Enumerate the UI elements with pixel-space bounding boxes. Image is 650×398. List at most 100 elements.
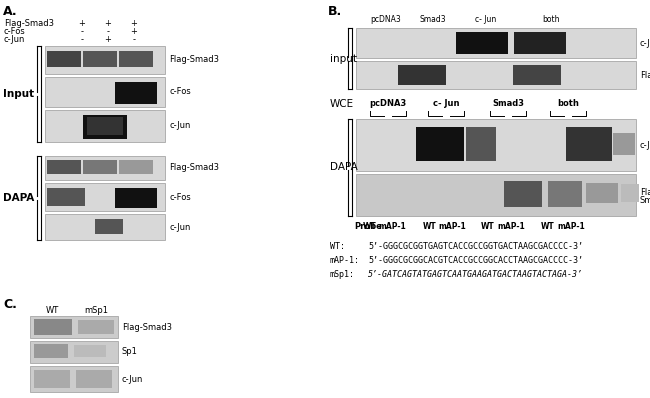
Bar xyxy=(466,127,496,161)
Text: Smad3: Smad3 xyxy=(640,196,650,205)
Text: c-Jun: c-Jun xyxy=(640,140,650,150)
Text: -: - xyxy=(81,27,83,36)
Bar xyxy=(76,370,112,388)
Bar xyxy=(566,127,612,161)
Text: mSp1:: mSp1: xyxy=(330,270,355,279)
Text: c-Jun: c-Jun xyxy=(169,222,190,232)
Bar xyxy=(356,174,636,216)
Text: +: + xyxy=(105,19,111,28)
Text: Flag-Smad3: Flag-Smad3 xyxy=(169,55,219,64)
Text: WT: WT xyxy=(423,222,437,231)
Text: 5’-GATCAGTATGAGTCAATGAAGATGACTAAGTACTAGA-3’: 5’-GATCAGTATGAGTCAATGAAGATGACTAAGTACTAGA… xyxy=(368,270,583,279)
Bar xyxy=(34,319,72,335)
Bar xyxy=(83,51,117,67)
Bar xyxy=(47,51,81,67)
Text: 5’-GGGCGCGGTGAGTCACCGCCGGTGACTAAGCGACCCC-3’: 5’-GGGCGCGGTGAGTCACCGCCGGTGACTAAGCGACCCC… xyxy=(368,242,583,251)
Text: Flag-: Flag- xyxy=(640,188,650,197)
Bar xyxy=(30,341,118,363)
Text: Probe: Probe xyxy=(354,222,382,231)
Text: pcDNA3: pcDNA3 xyxy=(369,99,407,108)
Bar xyxy=(83,160,117,174)
Bar xyxy=(613,133,635,155)
Text: -: - xyxy=(107,27,109,36)
Text: WCE: WCE xyxy=(330,99,354,109)
Bar xyxy=(78,320,114,334)
Bar xyxy=(514,32,566,54)
Text: Sp1: Sp1 xyxy=(122,347,138,357)
Bar xyxy=(87,117,123,135)
Bar xyxy=(45,214,165,240)
Text: c-Jun: c-Jun xyxy=(640,39,650,47)
Text: c-Fos: c-Fos xyxy=(4,27,26,36)
Text: B.: B. xyxy=(328,5,343,18)
Text: -: - xyxy=(81,35,83,44)
Bar xyxy=(456,32,508,54)
Text: A.: A. xyxy=(3,5,18,18)
Bar xyxy=(356,61,636,89)
Bar xyxy=(416,127,464,161)
Bar xyxy=(45,77,165,107)
Text: mAP-1: mAP-1 xyxy=(557,222,585,231)
Bar xyxy=(513,65,561,85)
Text: +: + xyxy=(131,27,137,36)
Bar xyxy=(356,119,636,171)
Text: Flag-Smad3: Flag-Smad3 xyxy=(640,70,650,80)
Text: Input: Input xyxy=(3,89,34,99)
Text: Flag-Smad3: Flag-Smad3 xyxy=(122,322,172,332)
Text: +: + xyxy=(105,35,111,44)
Text: c-Jun: c-Jun xyxy=(4,35,25,44)
Text: +: + xyxy=(131,19,137,28)
Bar xyxy=(45,183,165,211)
Text: mAP-1: mAP-1 xyxy=(438,222,466,231)
Text: mSp1: mSp1 xyxy=(84,306,108,315)
Text: -: - xyxy=(133,35,135,44)
Bar xyxy=(34,370,70,388)
Text: WT: WT xyxy=(46,306,58,315)
Bar xyxy=(398,65,446,85)
Text: WT: WT xyxy=(481,222,495,231)
Bar xyxy=(95,219,123,234)
Bar xyxy=(45,46,165,74)
Bar xyxy=(119,160,153,174)
Text: c- Jun: c- Jun xyxy=(475,15,497,24)
Text: Smad3: Smad3 xyxy=(420,15,447,24)
Text: Flag-Smad3: Flag-Smad3 xyxy=(4,19,54,28)
Text: +: + xyxy=(79,19,85,28)
Bar xyxy=(119,51,153,67)
Bar xyxy=(115,82,157,104)
Text: Smad3: Smad3 xyxy=(492,99,524,108)
Text: input: input xyxy=(330,53,357,64)
Bar xyxy=(74,345,106,357)
Text: mAP-1: mAP-1 xyxy=(378,222,406,231)
Text: WT: WT xyxy=(363,222,377,231)
Text: both: both xyxy=(542,15,560,24)
Text: both: both xyxy=(557,99,579,108)
Bar xyxy=(83,115,127,139)
Text: c-Fos: c-Fos xyxy=(169,193,190,201)
Bar xyxy=(30,366,118,392)
Text: WT: WT xyxy=(541,222,555,231)
Text: 5’-GGGCGCGGCACGTCACCGCCGGCACCTAAGCGACCCC-3’: 5’-GGGCGCGGCACGTCACCGCCGGCACCTAAGCGACCCC… xyxy=(368,256,583,265)
Bar xyxy=(45,156,165,180)
Text: C.: C. xyxy=(3,298,17,311)
Text: c-Jun: c-Jun xyxy=(169,121,190,131)
Bar xyxy=(47,160,81,174)
Bar xyxy=(621,184,639,202)
Text: Flag-Smad3: Flag-Smad3 xyxy=(169,164,219,172)
Text: pcDNA3: pcDNA3 xyxy=(370,15,402,24)
Bar xyxy=(30,316,118,338)
Text: c-Fos: c-Fos xyxy=(169,88,190,96)
Bar xyxy=(115,188,157,208)
Text: mAP-1:: mAP-1: xyxy=(330,256,360,265)
Bar xyxy=(34,344,68,358)
Bar xyxy=(504,181,542,207)
Text: WT:: WT: xyxy=(330,242,345,251)
Text: mAP-1: mAP-1 xyxy=(497,222,525,231)
Bar xyxy=(586,183,618,203)
Text: DAPA: DAPA xyxy=(330,162,358,172)
Bar xyxy=(45,110,165,142)
Bar xyxy=(356,28,636,58)
Text: DAPA: DAPA xyxy=(3,193,34,203)
Bar xyxy=(548,181,582,207)
Bar xyxy=(47,188,85,206)
